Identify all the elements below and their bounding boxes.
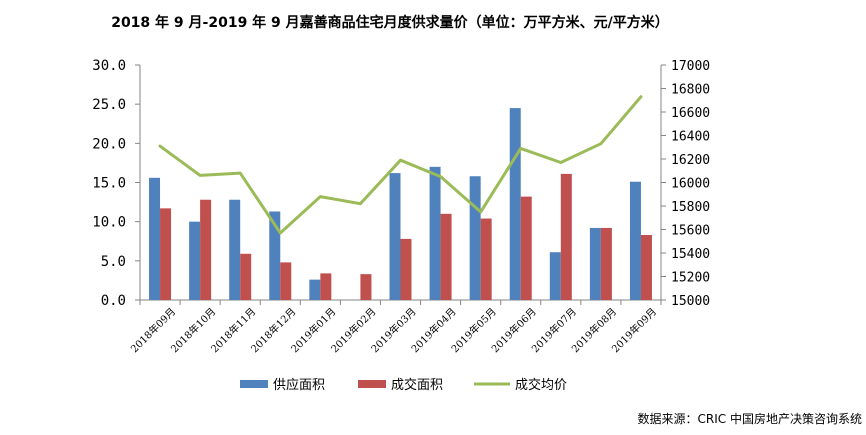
left-tick-label: 10.0 [92,215,126,231]
left-tick-label: 5.0 [101,254,126,270]
supply-bar [629,181,641,300]
deal-area-bar [640,234,652,300]
right-tick-label: 16600 [671,106,710,121]
price-line [158,95,643,235]
supply-bar [589,227,601,300]
supply-bar [509,108,521,300]
deal-area-bar [200,199,212,300]
deal-area-bar [360,274,372,300]
legend-label: 供应面积 [273,377,325,393]
left-tick-label: 20.0 [92,136,126,152]
supply-bar [189,221,201,300]
supply-bar [149,177,161,300]
deal-area-bar [280,262,292,300]
legend-swatch [358,380,386,388]
right-tick-label: 17000 [671,59,710,74]
legend-label: 成交面积 [391,377,443,393]
right-axis-ticks: 15000 15200 15400 15600 15800 16000 16200 16400… [661,59,710,309]
right-tick-label: 16200 [671,153,710,168]
right-tick-label: 15000 [671,294,710,309]
supply-bar [469,176,481,300]
legend-swatch [240,380,268,388]
supply-bar [549,252,561,300]
deal-area-bar [440,213,452,300]
deal-area-bar [480,218,492,300]
supply-bar [429,166,441,300]
legend: 供应面积 成交面积 成交均价 [240,377,567,393]
supply-bar [229,199,241,300]
left-tick-label: 25.0 [92,97,126,113]
legend-label: 成交均价 [515,377,567,393]
deal-area-bar [160,208,172,300]
source-note: 数据来源：CRIC 中国房地产决策咨询系统 [637,412,862,426]
bars [149,108,652,300]
supply-bar [269,211,281,300]
right-tick-label: 16400 [671,130,710,145]
chart-title: 2018 年 9 月-2019 年 9 月嘉善商品住宅月度供求量价（单位：万平方… [111,15,669,31]
deal-area-bar [320,273,332,300]
deal-area-bar [400,238,412,300]
right-tick-label: 15600 [671,224,710,239]
left-tick-label: 0.0 [101,293,126,309]
left-axis-ticks: 0.0 5.0 10.0 15.0 20.0 25.0 30.0 [92,58,140,309]
right-tick-label: 15400 [671,247,710,262]
deal-area-bar [520,196,532,300]
deal-area-bar [560,173,572,300]
deal-area-bar [600,227,612,300]
right-tick-label: 15800 [671,200,710,215]
supply-bar [389,173,401,300]
right-tick-label: 15200 [671,271,710,286]
right-tick-label: 16000 [671,177,710,192]
supply-bar [309,279,321,300]
left-tick-label: 30.0 [92,58,126,74]
left-tick-label: 15.0 [92,176,126,192]
deal-area-bar [240,253,252,300]
right-tick-label: 16800 [671,83,710,98]
x-axis-labels: 2018年09月2018年10月2018年11月2018年12月2019年01月… [128,305,659,355]
